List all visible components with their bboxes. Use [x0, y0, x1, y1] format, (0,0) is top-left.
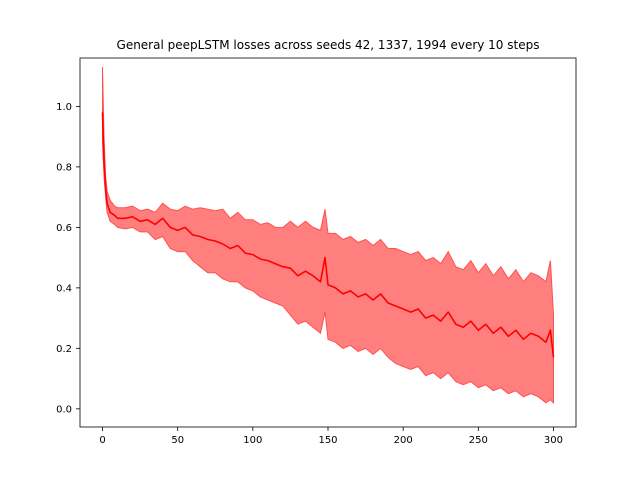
- x-tick-label: 100: [243, 435, 262, 446]
- chart-title: General peepLSTM losses across seeds 42,…: [117, 38, 540, 52]
- line-layer: [101, 112, 555, 358]
- series-0-mean-line: [101, 112, 555, 358]
- band-layer: [102, 67, 554, 404]
- x-tick-label: 250: [469, 435, 488, 446]
- x-tick-label: 150: [318, 435, 337, 446]
- y-tick-label: 0.4: [56, 283, 72, 294]
- x-tick-label: 300: [544, 435, 563, 446]
- y-tick-label: 0.0: [56, 404, 72, 415]
- x-axis: 0 50 100 150 200 250 300: [99, 427, 563, 446]
- y-tick-label: 1.0: [56, 102, 72, 113]
- x-tick-label: 50: [171, 435, 184, 446]
- x-tick-label: 0: [99, 435, 105, 446]
- series-0-band: [102, 67, 554, 404]
- y-tick-label: 0.8: [56, 162, 72, 173]
- y-tick-label: 0.2: [56, 344, 72, 355]
- x-tick-label: 200: [394, 435, 413, 446]
- y-tick-label: 0.6: [56, 223, 72, 234]
- y-axis: 0.0 0.2 0.4 0.6 0.8 1.0: [56, 102, 80, 415]
